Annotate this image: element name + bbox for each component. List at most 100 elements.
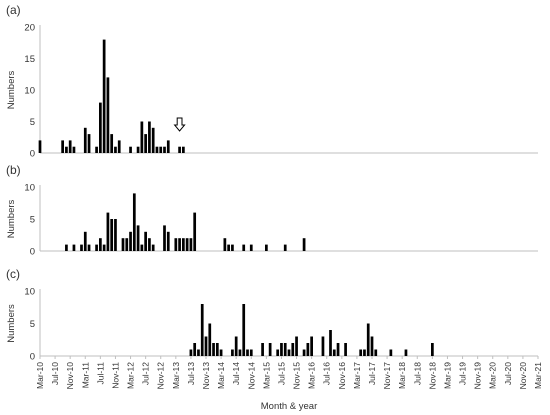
x-tick-label: Nov-16 bbox=[337, 362, 347, 390]
bar bbox=[231, 349, 234, 356]
bar bbox=[215, 343, 219, 356]
y-tick-label: 5 bbox=[30, 117, 35, 128]
bar bbox=[163, 225, 166, 251]
bar bbox=[208, 323, 212, 356]
bar bbox=[295, 336, 298, 356]
bar bbox=[121, 238, 125, 251]
bar bbox=[242, 244, 246, 251]
bar bbox=[129, 146, 132, 153]
bar bbox=[234, 336, 238, 356]
bar bbox=[174, 238, 178, 251]
bar bbox=[287, 349, 291, 356]
bar bbox=[212, 343, 215, 356]
y-tick-label: 5 bbox=[30, 319, 35, 330]
bar bbox=[404, 349, 408, 356]
bar bbox=[363, 349, 366, 356]
x-tick-label: Mar-13 bbox=[171, 362, 181, 389]
x-tick-label: Nov-18 bbox=[427, 362, 437, 390]
bar bbox=[359, 349, 363, 356]
bar bbox=[148, 121, 151, 153]
bar bbox=[182, 146, 185, 153]
x-tick-label: Mar-16 bbox=[307, 362, 317, 389]
bar bbox=[159, 146, 163, 153]
bar bbox=[155, 146, 159, 153]
bar bbox=[114, 219, 117, 251]
panel-b: (b) 0 5 10 Numbers bbox=[6, 163, 538, 258]
bar bbox=[114, 146, 117, 153]
x-tick-label: Nov-15 bbox=[292, 362, 302, 390]
bar bbox=[249, 349, 253, 356]
y-tick-label: 15 bbox=[24, 54, 35, 65]
bar bbox=[242, 304, 246, 356]
bar bbox=[178, 238, 181, 251]
x-tick-label: Jul-14 bbox=[231, 362, 241, 385]
y-axis-label: Numbers bbox=[6, 70, 17, 109]
bar bbox=[431, 343, 434, 356]
bar bbox=[136, 146, 140, 153]
bar bbox=[83, 127, 87, 153]
bar bbox=[261, 343, 264, 356]
bar bbox=[166, 140, 170, 153]
x-tick-label: Jul-15 bbox=[276, 362, 286, 385]
x-axis-label: Month & year bbox=[261, 401, 318, 412]
bar bbox=[61, 140, 64, 153]
y-tick-label: 0 bbox=[30, 352, 35, 363]
bar bbox=[95, 244, 98, 251]
x-tick-label: Mar-18 bbox=[397, 362, 407, 389]
bar bbox=[144, 134, 147, 153]
bar bbox=[151, 127, 155, 153]
x-tick-label: Nov-20 bbox=[518, 362, 528, 390]
bar bbox=[151, 244, 155, 251]
x-tick-label: Jul-13 bbox=[186, 362, 196, 385]
bar bbox=[87, 244, 91, 251]
bar bbox=[102, 244, 106, 251]
bar bbox=[249, 244, 253, 251]
bar bbox=[219, 349, 223, 356]
bar bbox=[117, 140, 121, 153]
y-tick-label: 5 bbox=[30, 215, 35, 226]
x-tick-label: Mar-11 bbox=[80, 362, 90, 389]
bar bbox=[366, 323, 370, 356]
bar bbox=[140, 244, 144, 251]
bar bbox=[95, 146, 98, 153]
x-tick-label: Nov-13 bbox=[201, 362, 211, 390]
x-tick-label: Jul-19 bbox=[458, 362, 468, 385]
bar bbox=[68, 140, 72, 153]
x-tick-label: Nov-19 bbox=[473, 362, 483, 390]
bar bbox=[182, 238, 185, 251]
bar bbox=[102, 39, 106, 153]
bar bbox=[129, 231, 132, 251]
bar bbox=[144, 231, 147, 251]
x-tick-label: Mar-15 bbox=[261, 362, 271, 389]
bar bbox=[189, 349, 193, 356]
x-tick-label: Mar-12 bbox=[126, 362, 136, 389]
x-tick-label: Jul-10 bbox=[50, 362, 60, 385]
bar bbox=[283, 244, 287, 251]
bar bbox=[231, 244, 234, 251]
panel-label: (c) bbox=[6, 267, 20, 281]
y-tick-label: 10 bbox=[24, 287, 35, 298]
bar bbox=[283, 343, 287, 356]
bar bbox=[265, 244, 268, 251]
x-tick-label: Nov-10 bbox=[65, 362, 75, 390]
bar bbox=[246, 349, 249, 356]
y-tick-label: 10 bbox=[24, 86, 35, 97]
bar bbox=[374, 349, 378, 356]
arrow-annotation bbox=[173, 117, 186, 132]
bar bbox=[38, 140, 42, 153]
bar bbox=[276, 349, 280, 356]
bar bbox=[72, 146, 76, 153]
bar bbox=[332, 349, 336, 356]
bar bbox=[200, 304, 204, 356]
bar bbox=[197, 349, 200, 356]
bar bbox=[80, 244, 83, 251]
bar bbox=[72, 244, 76, 251]
bar bbox=[302, 238, 306, 251]
bar bbox=[65, 244, 68, 251]
panel-c: (c) 0 5 10 Numbers bbox=[6, 267, 538, 363]
x-tick-label: Mar-10 bbox=[35, 362, 45, 389]
bar bbox=[336, 343, 340, 356]
bar bbox=[99, 102, 102, 153]
x-tick-label: Jul-11 bbox=[95, 362, 105, 385]
